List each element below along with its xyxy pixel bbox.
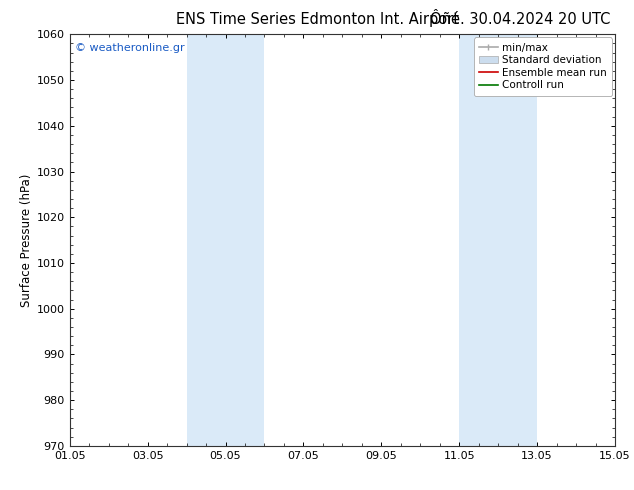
Bar [459,34,537,446]
Legend: min/max, Standard deviation, Ensemble mean run, Controll run: min/max, Standard deviation, Ensemble me… [474,37,612,96]
Text: ENS Time Series Edmonton Int. Airport: ENS Time Series Edmonton Int. Airport [176,12,458,27]
Y-axis label: Surface Pressure (hPa): Surface Pressure (hPa) [20,173,32,307]
Text: © weatheronline.gr: © weatheronline.gr [75,43,185,52]
Bar [186,34,264,446]
Text: Ôñé. 30.04.2024 20 UTC: Ôñé. 30.04.2024 20 UTC [430,12,610,27]
